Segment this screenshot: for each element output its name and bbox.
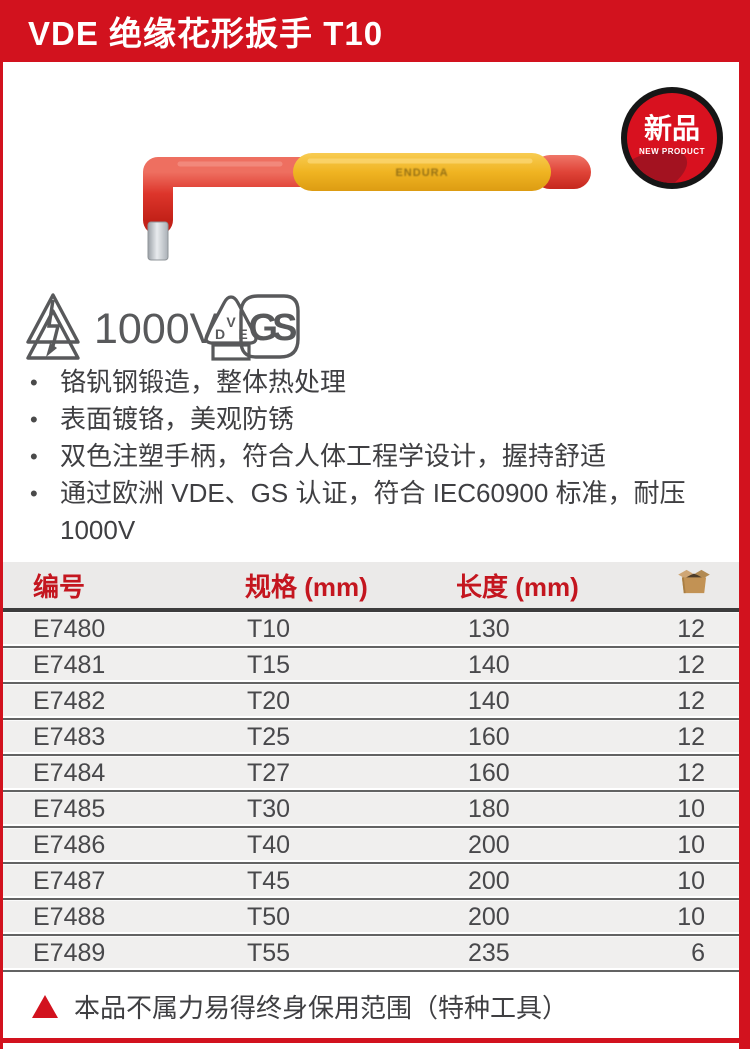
table-row: E7484 T27 160 12: [3, 755, 739, 792]
right-edge-strip: [739, 0, 750, 1049]
col-header-spec: 规格 (mm): [237, 562, 452, 612]
table-row: E7487 T45 200 10: [3, 863, 739, 900]
vde-letter-e: E: [238, 326, 247, 342]
page-header: VDE 绝缘花形扳手 T10: [0, 0, 750, 62]
table-row: E7485 T30 180 10: [3, 791, 739, 828]
wrench-image: ENDURA: [100, 122, 620, 287]
cell-spec: T20: [237, 683, 452, 720]
cell-qty: 6: [640, 935, 739, 972]
handle-brand-text: ENDURA: [395, 167, 448, 179]
table-header-row: 编号 规格 (mm) 长度 (mm): [3, 562, 739, 612]
cell-length: 140: [452, 683, 640, 720]
cell-length: 235: [452, 935, 640, 972]
bottom-edge-rule: [0, 1038, 750, 1043]
badge-subtitle: NEW PRODUCT: [639, 147, 705, 156]
bullet-icon: •: [30, 407, 38, 432]
cell-length: 200: [452, 827, 640, 864]
cell-length: 200: [452, 899, 640, 936]
feature-item: • 通过欧洲 VDE、GS 认证，符合 IEC60900 标准，耐压 1000V: [30, 475, 730, 549]
cell-code: E7489: [3, 935, 237, 972]
cell-qty: 12: [640, 755, 739, 792]
cell-spec: T45: [237, 863, 452, 900]
warning-triangle-icon: [32, 995, 58, 1018]
lightning-arrowhead: [46, 343, 57, 357]
table-row: E7481 T15 140 12: [3, 647, 739, 684]
cell-spec: T15: [237, 647, 452, 684]
cell-code: E7488: [3, 899, 237, 936]
feature-item: • 双色注塑手柄，符合人体工程学设计，握持舒适: [30, 438, 730, 475]
new-product-badge: 新品 NEW PRODUCT: [620, 86, 724, 190]
cell-code: E7487: [3, 863, 237, 900]
cell-qty: 12: [640, 610, 739, 648]
col-header-code: 编号: [3, 562, 237, 612]
cell-spec: T25: [237, 719, 452, 756]
footnote: 本品不属力易得终身保用范围（特种工具）: [32, 988, 568, 1025]
feature-text: 通过欧洲 VDE、GS 认证，符合 IEC60900 标准，耐压 1000V: [60, 478, 686, 545]
cell-length: 200: [452, 863, 640, 900]
gs-letters: GS: [249, 307, 297, 349]
table-row: E7483 T25 160 12: [3, 719, 739, 756]
feature-item: • 铬钒钢锻造，整体热处理: [30, 364, 730, 401]
page-title: VDE 绝缘花形扳手 T10: [28, 15, 384, 52]
feature-text: 双色注塑手柄，符合人体工程学设计，握持舒适: [60, 441, 607, 471]
insulation-double-triangle-icon: [26, 293, 80, 360]
cell-spec: T55: [237, 935, 452, 972]
col-header-length: 长度 (mm): [452, 562, 640, 612]
table-row: E7489 T55 235 6: [3, 935, 739, 972]
footnote-text: 本品不属力易得终身保用范围（特种工具）: [74, 993, 569, 1023]
cell-code: E7486: [3, 827, 237, 864]
voltage-rating: 1000V: [94, 305, 219, 353]
cell-length: 180: [452, 791, 640, 828]
spec-table: 编号 规格 (mm) 长度 (mm) E7480 T10 130: [3, 562, 739, 972]
cell-length: 160: [452, 719, 640, 756]
col-header-qty: [640, 562, 739, 612]
cell-spec: T27: [237, 755, 452, 792]
carton-box-icon: [678, 569, 710, 593]
table-row: E7482 T20 140 12: [3, 683, 739, 720]
cell-spec: T50: [237, 899, 452, 936]
cell-spec: T40: [237, 827, 452, 864]
cell-length: 160: [452, 755, 640, 792]
gs-mark-icon: GS: [239, 294, 302, 359]
wrench-metal-tip: [147, 221, 169, 261]
cell-qty: 12: [640, 719, 739, 756]
table-row: E7480 T10 130 12: [3, 610, 739, 648]
cell-code: E7480: [3, 610, 237, 648]
table-row: E7488 T50 200 10: [3, 899, 739, 936]
cell-qty: 10: [640, 899, 739, 936]
feature-list: • 铬钒钢锻造，整体热处理 • 表面镀铬，美观防锈 • 双色注塑手柄，符合人体工…: [30, 364, 730, 549]
vde-letter-v: V: [226, 314, 236, 330]
cell-code: E7483: [3, 719, 237, 756]
vde-letter-d: D: [215, 326, 225, 342]
feature-text: 铬钒钢锻造，整体热处理: [60, 367, 347, 397]
cell-code: E7482: [3, 683, 237, 720]
cell-spec: T30: [237, 791, 452, 828]
bullet-icon: •: [30, 481, 38, 506]
certification-row: 1000V V D E GS: [22, 292, 302, 362]
cell-qty: 10: [640, 791, 739, 828]
left-edge-rule: [0, 62, 3, 1049]
cell-code: E7485: [3, 791, 237, 828]
feature-item: • 表面镀铬，美观防锈: [30, 401, 730, 438]
cell-qty: 12: [640, 683, 739, 720]
bullet-icon: •: [30, 370, 38, 395]
cell-length: 130: [452, 610, 640, 648]
vde-mark-icon: V D E: [204, 295, 258, 361]
bullet-icon: •: [30, 444, 38, 469]
cell-qty: 10: [640, 827, 739, 864]
cell-length: 140: [452, 647, 640, 684]
table-row: E7486 T40 200 10: [3, 827, 739, 864]
cell-spec: T10: [237, 610, 452, 648]
cell-qty: 10: [640, 863, 739, 900]
cell-code: E7484: [3, 755, 237, 792]
feature-text: 表面镀铬，美观防锈: [60, 404, 295, 434]
cell-code: E7481: [3, 647, 237, 684]
cell-qty: 12: [640, 647, 739, 684]
badge-title: 新品: [644, 113, 700, 144]
